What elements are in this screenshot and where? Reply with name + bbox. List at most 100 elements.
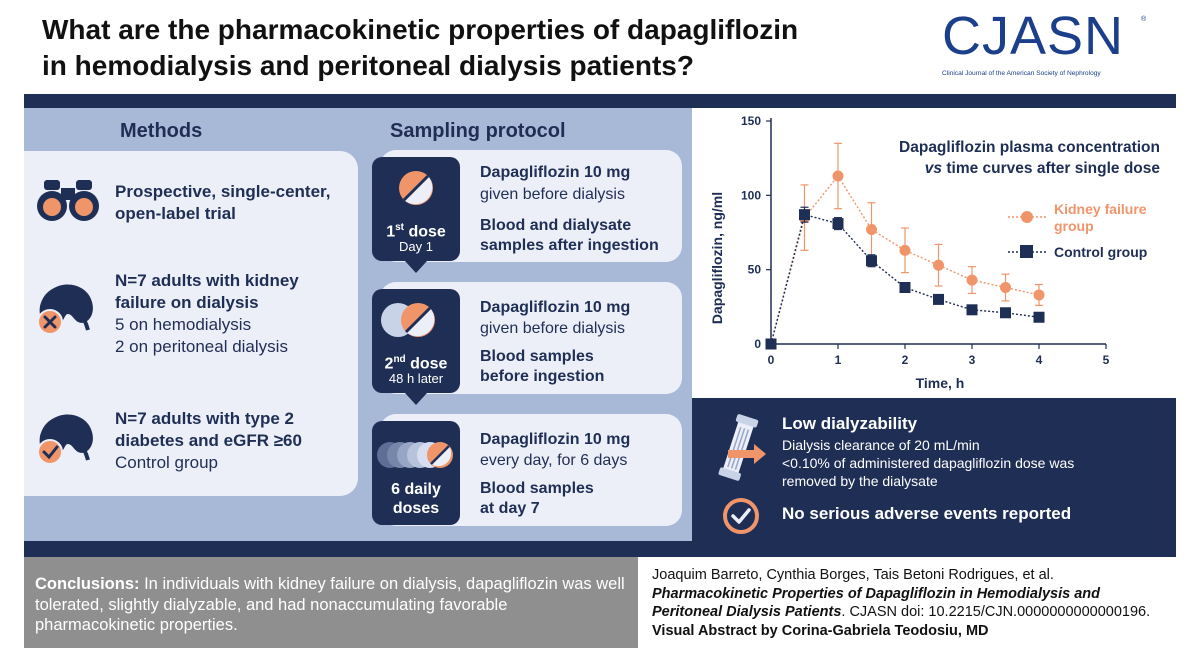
legend-kidney-line2: group <box>1054 218 1094 234</box>
page-title: What are the pharmacokinetic properties … <box>42 12 922 84</box>
citation: Joaquim Barreto, Cynthia Borges, Tais Be… <box>652 566 1172 640</box>
kidney-failure-point <box>832 170 844 182</box>
dose3-sample-line2: at day 7 <box>480 500 540 517</box>
sampling-title: Sampling protocol <box>390 120 566 142</box>
control-point <box>866 255 877 267</box>
dose2-timing: given before dialysis <box>480 320 625 337</box>
control-line2: diabetes and eGFR ≥60 <box>115 431 302 450</box>
adverse-events-text: No serious adverse events reported <box>782 504 1072 523</box>
dose3-label-line1: 6 daily <box>391 481 441 498</box>
kidney-failure-point <box>1000 282 1011 294</box>
control-point <box>799 209 810 221</box>
legend-control-marker <box>1020 245 1033 258</box>
kidney-failure-point <box>966 274 978 286</box>
dialyzability-panel <box>692 398 1176 541</box>
dialyzability-clearance: Dialysis clearance of 20 mL/min <box>782 437 980 453</box>
control-point <box>832 218 844 230</box>
method-control-cohort: N=7 adults with type 2 diabetes and eGFR… <box>115 408 302 474</box>
x-tick-label: 2 <box>902 353 909 367</box>
title-line-2: in hemodialysis and peritoneal dialysis … <box>42 50 694 81</box>
chart-title-vs: vs <box>924 160 943 177</box>
dose1-arrow <box>405 261 427 273</box>
method-design-line2: open-label trial <box>115 204 236 223</box>
chart-series <box>765 142 1045 350</box>
y-tick-label: 100 <box>741 188 761 202</box>
conclusions-body: In individuals with kidney failure on di… <box>35 575 625 634</box>
cohort-line2: failure on dialysis <box>115 293 259 312</box>
checkmark-circle-icon <box>723 498 759 534</box>
dose1-drug: Dapagliflozin 10 mg <box>480 164 631 181</box>
chart-title-line1: Dapagliflozin plasma concentration <box>899 139 1160 156</box>
conclusions-panel <box>24 557 638 648</box>
dose2-sub: 48 h later <box>388 371 444 386</box>
x-tick-label: 3 <box>969 353 976 367</box>
top-divider-bar <box>24 94 1176 108</box>
dose1-timing: given before dialysis <box>480 186 625 203</box>
journal-logo: CJASN ® Clinical Journal of the American… <box>938 4 1164 84</box>
control-line1: N=7 adults with type 2 <box>115 409 295 428</box>
logo-subtitle: Clinical Journal of the American Society… <box>942 70 1101 77</box>
dose3-box <box>372 421 460 525</box>
pill-icon <box>399 171 433 205</box>
dialyzability-dose-line1: <0.10% of administered dapagliflozin dos… <box>782 455 1075 471</box>
citation-authors: Joaquim Barreto, Cynthia Borges, Tais Be… <box>652 567 1054 583</box>
dialyzability-title: Low dialyzability <box>782 414 918 433</box>
dose2-arrow <box>405 393 427 405</box>
dose2-drug: Dapagliflozin 10 mg <box>480 299 631 316</box>
conclusions-text: Conclusions: In individuals with kidney … <box>35 574 627 636</box>
y-tick-label: 150 <box>741 114 761 128</box>
logo-registered-mark: ® <box>1141 16 1147 23</box>
methods-title: Methods <box>120 120 203 142</box>
cohort-line3: 5 on hemodialysis <box>115 315 252 334</box>
control-point <box>933 293 944 305</box>
bottom-divider-bar <box>24 541 1176 557</box>
y-tick-label: 0 <box>754 337 761 351</box>
cohort-line1: N=7 adults with kidney <box>115 271 299 290</box>
dose3-drug: Dapagliflozin 10 mg <box>480 431 631 448</box>
chart-x-label: Time, h <box>916 375 965 391</box>
six-pills-icon <box>377 442 453 468</box>
kidney-failure-point <box>1033 289 1045 301</box>
citation-visual-credit: Visual Abstract by Corina-Gabriela Teodo… <box>652 622 989 639</box>
dose2-sample-line1: Blood samples <box>480 348 594 365</box>
kidney-failure-point <box>933 259 944 271</box>
legend-kidney-line1: Kidney failure <box>1054 201 1147 217</box>
dialyzability-dose-line2: removed by the dialysate <box>782 473 938 489</box>
chart-title: Dapagliflozin plasma concentration vs ti… <box>870 137 1160 179</box>
kidney-failure-icon <box>37 284 93 335</box>
chart-y-label: Dapagliflozin, ng/ml <box>709 192 725 324</box>
dose2-label: 2nd dose <box>384 354 448 373</box>
y-tick-label: 50 <box>748 263 762 277</box>
kidney-failure-point <box>899 244 911 256</box>
control-line3: Control group <box>115 453 219 472</box>
x-tick-label: 5 <box>1103 353 1110 367</box>
dose1-sub: Day 1 <box>399 239 433 254</box>
x-tick-label: 1 <box>835 353 842 367</box>
legend-control-label: Control group <box>1054 244 1147 260</box>
conclusions-label: Conclusions: <box>35 575 140 593</box>
title-line-1: What are the pharmacokinetic properties … <box>42 14 799 45</box>
dialyzability-details: Dialysis clearance of 20 mL/min <0.10% o… <box>782 436 1074 490</box>
citation-doi: . CJASN doi: 10.2215/CJN.000000000000019… <box>841 604 1151 620</box>
dose1-sample-line2: samples after ingestion <box>480 237 659 254</box>
cohort-line4: 2 on peritoneal dialysis <box>115 337 288 356</box>
control-point <box>765 338 777 350</box>
control-point <box>966 304 978 316</box>
binoculars-icon <box>37 180 99 221</box>
method-design: Prospective, single-center, open-label t… <box>115 181 330 225</box>
dose1-sample-line1: Blood and dialysate <box>480 217 632 234</box>
control-point <box>1000 307 1011 319</box>
citation-article-title: Pharmacokinetic Properties of Dapagliflo… <box>652 585 1100 621</box>
dose1-label: 1st dose <box>386 222 446 241</box>
dose3-sample-line1: Blood samples <box>480 480 594 497</box>
dose3-label-line2: doses <box>392 500 440 517</box>
chart-title-line2: time curves after single dose <box>942 160 1160 177</box>
dialyzer-icon <box>718 414 766 481</box>
control-point <box>1033 311 1045 323</box>
two-pills-icon <box>381 303 435 337</box>
dose3-timing: every day, for 6 days <box>480 452 628 469</box>
control-point <box>899 282 911 294</box>
method-dialysis-cohort: N=7 adults with kidney failure on dialys… <box>115 270 299 358</box>
